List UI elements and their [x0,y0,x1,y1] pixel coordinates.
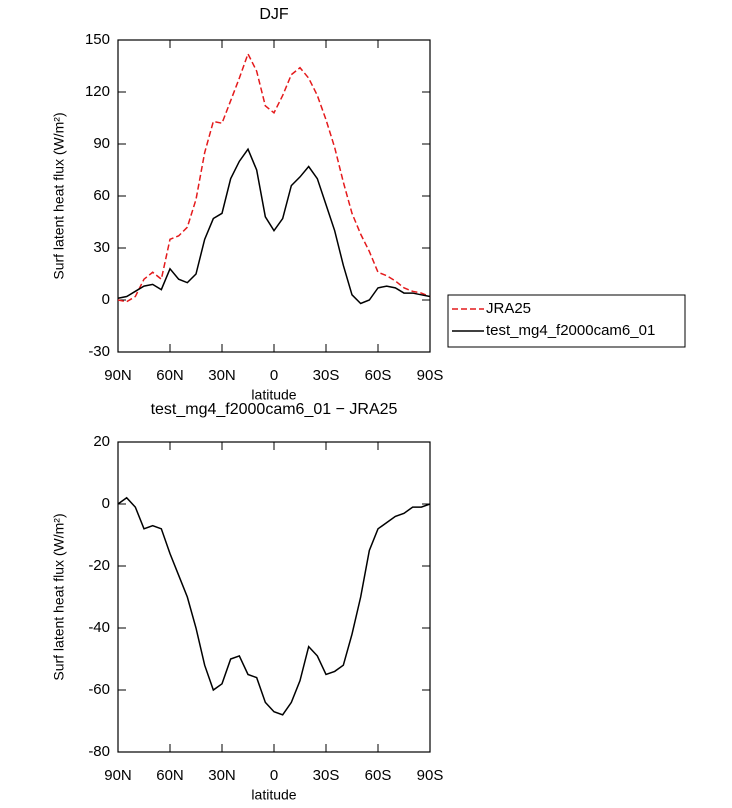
y-tick-label: 150 [85,31,110,48]
y-tick-label: 60 [93,187,110,204]
legend-label: JRA25 [486,300,531,317]
series-line [117,147,431,305]
y-tick-label: -60 [88,681,110,698]
series-line [117,51,431,303]
x-tick-label: 0 [270,367,278,384]
x-tick-label: 60N [156,767,184,784]
plot-frame [117,441,431,753]
chart-title: DJF [259,6,289,23]
chart-title: test_mg4_f2000cam6_01 − JRA25 [151,401,398,418]
y-tick-label: 120 [85,83,110,100]
series-line [117,496,431,716]
x-axis-label: latitude [251,787,296,803]
x-tick-label: 60S [365,767,392,784]
y-tick-label: -30 [88,343,110,360]
y-tick-label: -40 [88,619,110,636]
x-tick-label: 30S [313,367,340,384]
x-tick-label: 60S [365,367,392,384]
y-axis-label: Surf latent heat flux (W/m²) [51,513,67,680]
x-tick-label: 90N [104,367,132,384]
x-tick-label: 90N [104,767,132,784]
legend-box [447,294,686,348]
y-tick-label: 30 [93,239,110,256]
x-axis-label: latitude [251,387,296,403]
x-tick-label: 30N [208,367,236,384]
x-tick-label: 0 [270,767,278,784]
legend-label: test_mg4_f2000cam6_01 [486,322,655,339]
x-tick-label: 30S [313,767,340,784]
y-axis-label: Surf latent heat flux (W/m²) [51,112,67,279]
y-tick-label: -80 [88,743,110,760]
y-tick-label: -20 [88,557,110,574]
y-tick-label: 20 [93,433,110,450]
y-tick-label: 90 [93,135,110,152]
y-tick-label: 0 [102,291,110,308]
x-tick-label: 60N [156,367,184,384]
x-tick-label: 90S [417,767,444,784]
y-tick-label: 0 [102,495,110,512]
x-tick-label: 30N [208,767,236,784]
plot-frame [117,39,431,353]
legend: JRA25 test_mg4_f2000cam6_01 [447,294,686,348]
x-tick-label: 90S [417,367,444,384]
